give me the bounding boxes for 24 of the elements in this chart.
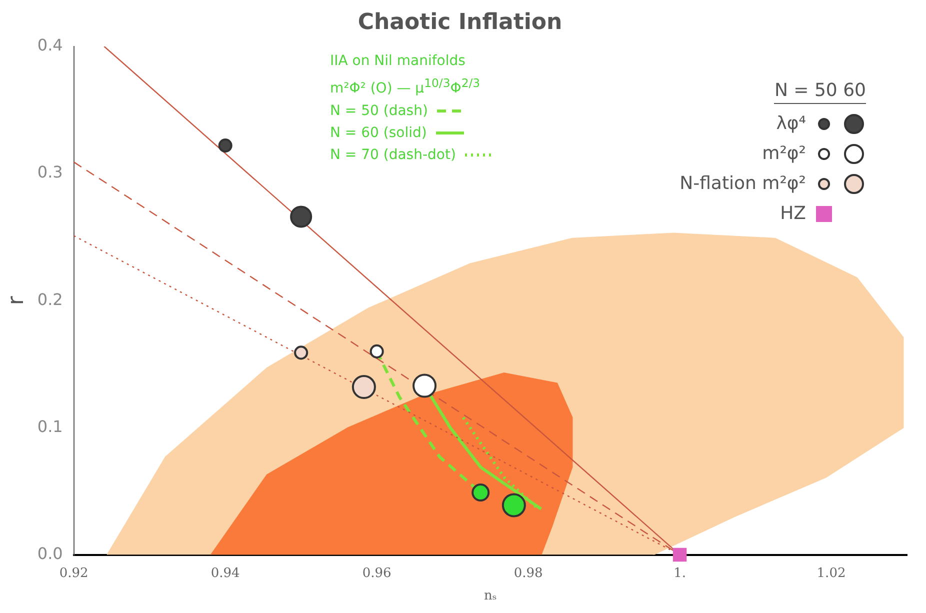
y-axis-title: r [4,295,29,306]
legend-label: N = 50 (dash) [330,102,428,121]
x-tick-label: 0.96 [362,566,392,581]
legend-label: HZ [780,202,806,224]
legend-label: N-flation m²φ² [680,172,806,194]
annotation: IIA on Nil manifolds [330,52,466,71]
y-tick-label: 0.0 [37,544,63,563]
x-tick-label: 1. [674,566,686,581]
y-tick-label: 0.4 [37,36,63,55]
x-tick-label: 1.02 [816,566,846,581]
x-tick-label: 0.98 [514,566,543,581]
legend-label: m²φ² [762,142,806,164]
legend-label: λφ⁴ [776,112,806,134]
y-tick-label: 0.3 [37,162,63,182]
y-tick-label: 0.2 [37,290,63,309]
x-tick-label: 0.94 [210,566,240,581]
annotation: m²Φ² (O) — μ$^{10/3}$Φ$^{2/3}$ [330,75,482,99]
x-axis-title: nₛ [484,588,497,604]
legend-label: N = 60 (solid) [330,124,427,143]
y-tick-label: 0.1 [37,416,63,436]
legend-label: N = 70 (dash-dot) [330,146,456,165]
chart-title: Chaotic Inflation [358,10,562,35]
x-tick-label: 0.92 [59,566,88,581]
legend-title: N = 50 60 [774,80,866,104]
